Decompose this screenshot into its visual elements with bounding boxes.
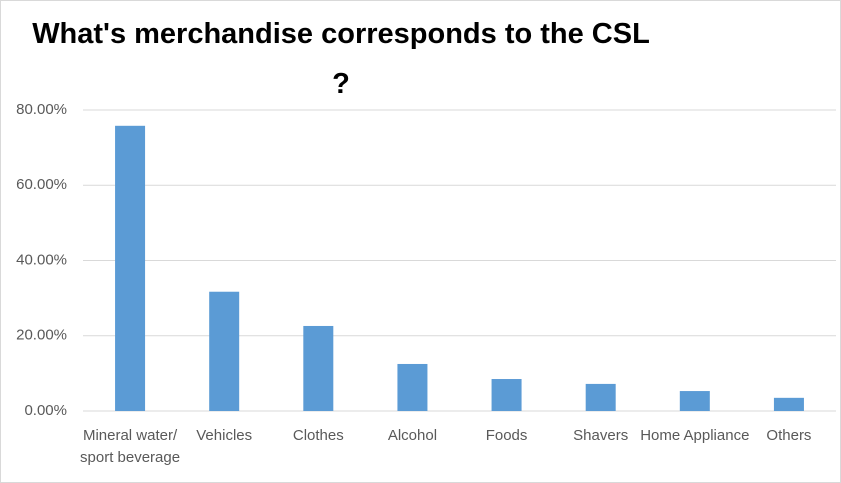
chart-title: What's merchandise corresponds to the CS… — [32, 18, 650, 100]
bar — [585, 383, 616, 411]
y-tick-label: 0.00% — [24, 402, 67, 419]
bar — [303, 325, 334, 411]
x-tick-label: Clothes — [292, 427, 344, 444]
x-tick-label: Mineral water/ sport beverage — [80, 427, 181, 466]
y-tick-label: 40.00% — [16, 251, 67, 268]
x-tick-label: Alcohol — [387, 427, 438, 444]
bar — [397, 363, 428, 411]
bar — [115, 125, 146, 412]
bar — [491, 379, 522, 411]
y-tick-label: 20.00% — [16, 327, 67, 344]
x-tick-label: Foods — [485, 427, 528, 444]
x-tick-label: Vehicles — [196, 427, 253, 444]
y-tick-label: 60.00% — [16, 176, 67, 193]
bar — [209, 291, 240, 411]
x-tick-label: Others — [766, 427, 812, 444]
x-tick-label: Home Appliance — [640, 427, 750, 444]
bar — [773, 397, 804, 411]
x-tick-label: Shavers — [573, 427, 629, 444]
y-tick-label: 80.00% — [16, 101, 67, 118]
bar — [679, 391, 710, 411]
